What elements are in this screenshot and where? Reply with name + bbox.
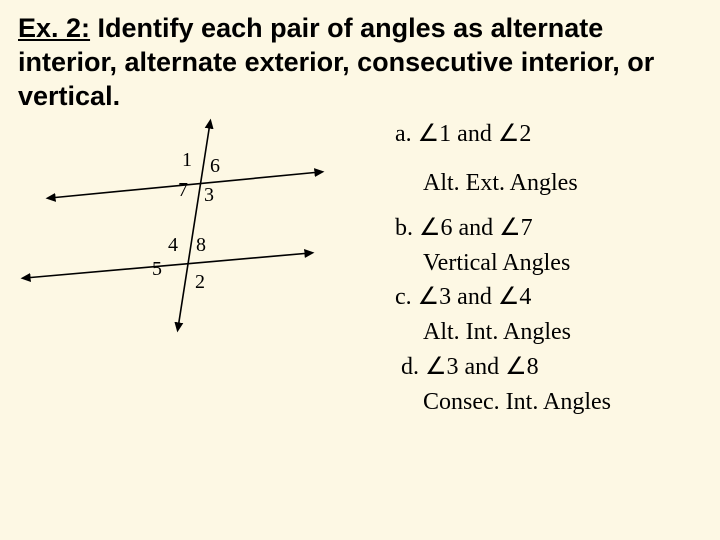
exercise-title: Ex. 2: Identify each pair of angles as a…	[0, 0, 720, 113]
title-rest: Identify each pair of angles as alternat…	[18, 13, 654, 111]
title-prefix: Ex. 2:	[18, 13, 90, 43]
item-a-answer: Alt. Ext. Angles	[395, 152, 720, 211]
item-b-question: b. ∠6 and ∠7	[395, 211, 720, 246]
angle-label-2: 2	[195, 271, 205, 294]
angle-label-4: 4	[168, 234, 178, 257]
item-a-question: a. ∠1 and ∠2	[395, 117, 720, 152]
diagram-area: 1 6 7 3 4 8 5 2	[0, 113, 395, 513]
item-c-answer: Alt. Int. Angles	[395, 315, 720, 350]
answers-column: a. ∠1 and ∠2 Alt. Ext. Angles b. ∠6 and …	[395, 113, 720, 513]
item-b-answer: Vertical Angles	[395, 246, 720, 281]
angle-label-8: 8	[196, 234, 206, 257]
item-c-question: c. ∠3 and ∠4	[395, 280, 720, 315]
content-row: 1 6 7 3 4 8 5 2 a. ∠1 and ∠2 Alt. Ext. A…	[0, 113, 720, 513]
item-d-answer: Consec. Int. Angles	[395, 385, 720, 420]
angle-label-5: 5	[152, 258, 162, 281]
angle-label-3: 3	[204, 184, 214, 207]
angle-label-6: 6	[210, 155, 220, 178]
item-d-question: d. ∠3 and ∠8	[395, 350, 720, 385]
angle-label-7: 7	[178, 179, 188, 202]
angle-label-1: 1	[182, 149, 192, 172]
